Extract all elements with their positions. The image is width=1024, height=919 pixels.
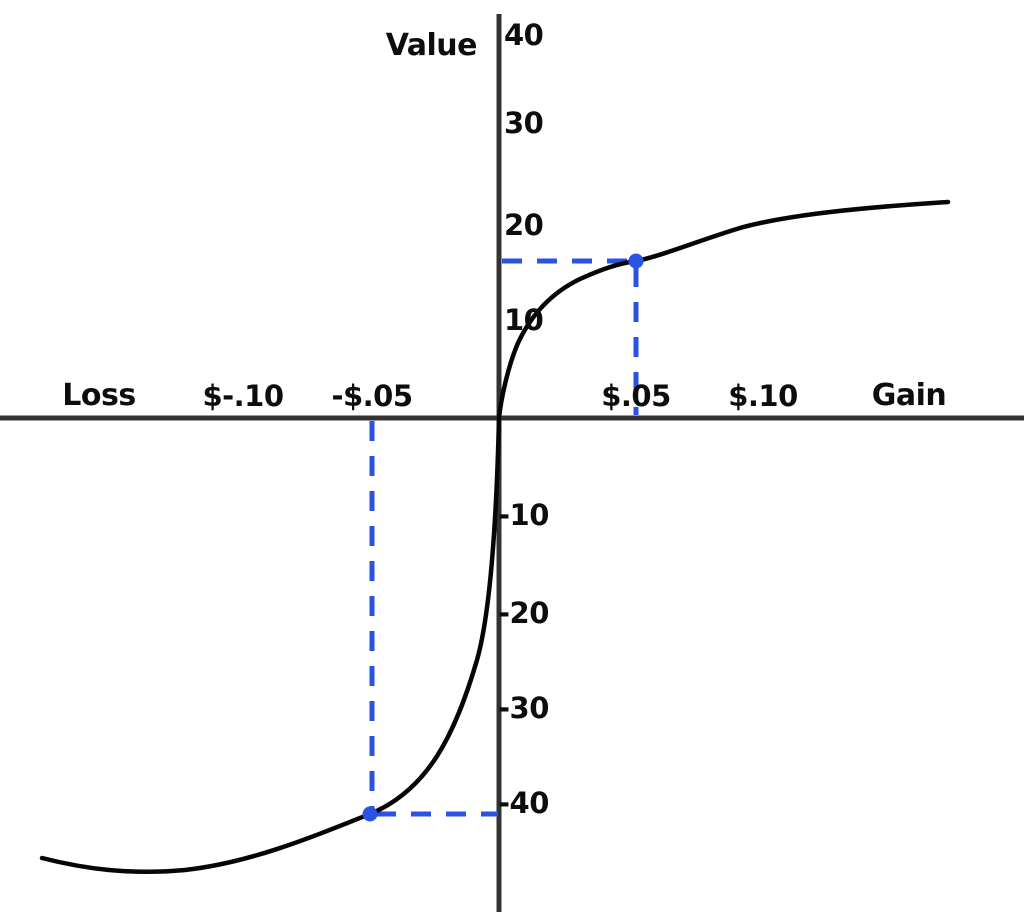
y-tick-neg-30: -30 bbox=[498, 691, 549, 725]
y-tick-30: 30 bbox=[504, 106, 544, 140]
y-tick-neg-20: -20 bbox=[498, 596, 549, 630]
value-function-curve bbox=[39, 199, 951, 875]
x-tick-neg-5-cents: -$.05 bbox=[331, 379, 413, 413]
y-tick-neg-40: -40 bbox=[498, 786, 549, 820]
y-tick-20: 20 bbox=[504, 208, 544, 242]
x-tick-neg-10-cents: $-.10 bbox=[202, 379, 284, 413]
y-tick-neg-10: -10 bbox=[498, 498, 549, 532]
x-axis-loss-label: Loss bbox=[62, 378, 136, 413]
y-tick-40: 40 bbox=[504, 18, 544, 52]
loss-point-marker bbox=[362, 806, 378, 822]
gain-point-marker bbox=[628, 253, 644, 269]
x-tick-pos-5-cents: $.05 bbox=[601, 379, 671, 413]
x-axis-gain-label: Gain bbox=[871, 378, 947, 413]
x-tick-pos-10-cents: $.10 bbox=[728, 379, 798, 413]
y-tick-10: 10 bbox=[504, 303, 544, 337]
y-axis-title: Value bbox=[385, 28, 478, 63]
